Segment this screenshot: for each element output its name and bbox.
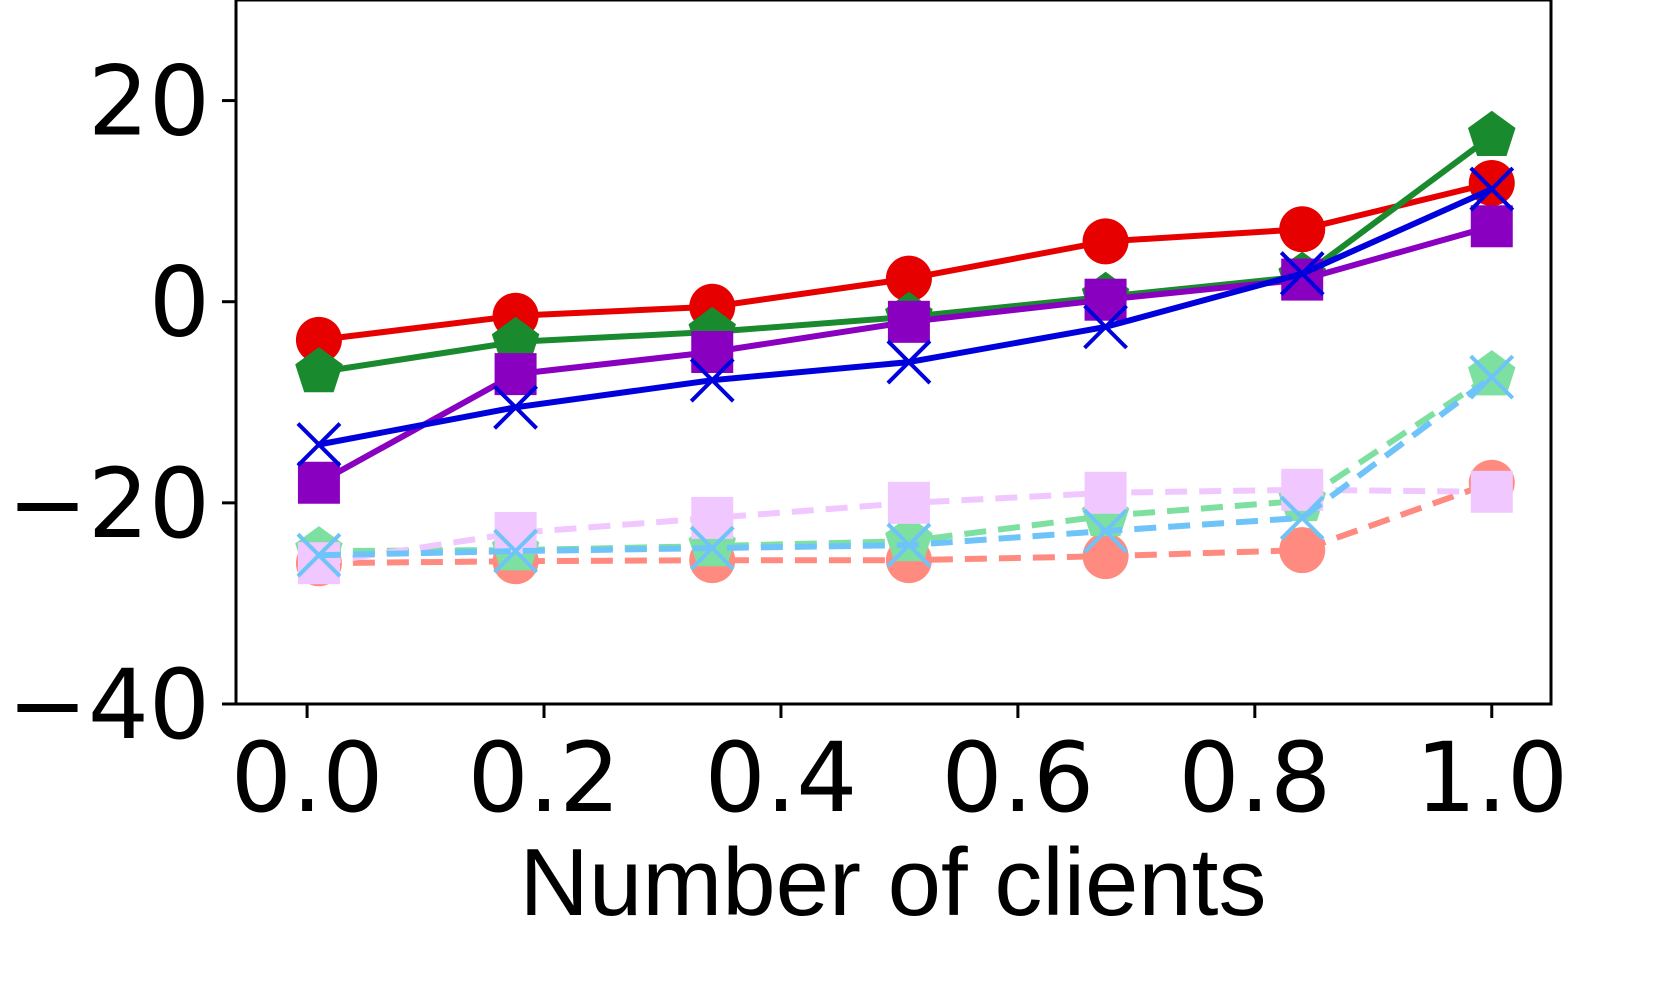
data-point: [296, 532, 342, 578]
x-axis: 0.0 0.2 0.4 0.6 0.8 1.0: [231, 704, 1568, 834]
data-point: [1084, 471, 1127, 514]
data-point: [1279, 495, 1325, 541]
x-tick-label: 1.0: [1415, 722, 1568, 834]
data-point: [886, 339, 932, 385]
data-point: [1470, 470, 1513, 513]
data-point: [1470, 205, 1513, 248]
data-point: [1469, 354, 1515, 400]
data-point: [494, 353, 537, 396]
data-point: [1468, 110, 1516, 156]
data-point: [1279, 251, 1325, 296]
x-axis-title: Number of clients: [520, 829, 1267, 936]
data-point: [295, 316, 342, 363]
series-6: [297, 468, 1513, 585]
data-point: [887, 300, 930, 343]
data-point: [296, 422, 342, 467]
y-tick-label: −40: [7, 649, 210, 761]
data-point: [1279, 206, 1326, 253]
data-point: [297, 542, 340, 585]
x-tick-label: 0.6: [942, 722, 1095, 834]
data-point: [494, 512, 537, 555]
data-point: [1082, 218, 1129, 265]
data-point: [1082, 533, 1129, 580]
series-7: [296, 354, 1515, 578]
data-point: [493, 384, 539, 430]
y-tick-label: 0: [149, 247, 210, 359]
x-tick-label: 0.2: [468, 722, 621, 834]
data-point: [689, 357, 735, 403]
series-3: [296, 166, 1515, 467]
data-point: [886, 522, 932, 568]
x-tick-label: 0.8: [1178, 722, 1331, 834]
data-point: [1279, 527, 1326, 574]
data-point: [885, 255, 932, 302]
x-tick-label: 0.4: [705, 722, 858, 834]
data-point: [885, 516, 933, 562]
series-layer: [295, 110, 1516, 587]
series-2: [297, 205, 1513, 504]
data-point: [297, 461, 340, 504]
data-point: [1083, 304, 1128, 350]
x-tick-label: 0.0: [231, 722, 384, 834]
data-point: [689, 525, 735, 571]
y-axis: −40 −20 0 20: [7, 46, 236, 761]
data-point: [493, 528, 539, 574]
data-point: [1469, 166, 1515, 212]
data-point: [491, 316, 540, 363]
data-point: [887, 481, 930, 524]
series-0: [295, 160, 1515, 363]
data-point: [1083, 508, 1128, 554]
data-point: [295, 347, 343, 393]
y-tick-label: 20: [88, 46, 210, 158]
y-tick-label: −20: [7, 448, 210, 560]
